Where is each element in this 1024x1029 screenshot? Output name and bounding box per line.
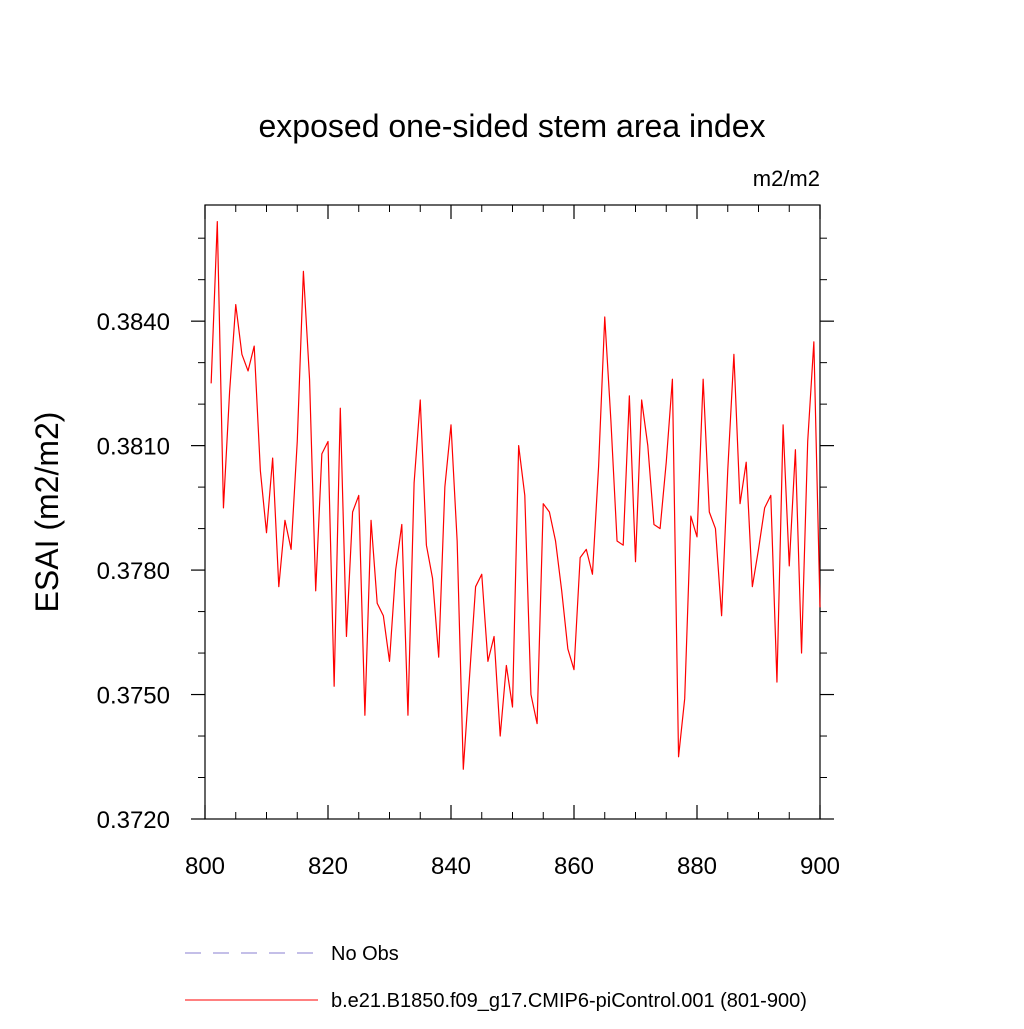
x-tick-label: 880 [677, 853, 717, 880]
x-tick-label: 900 [800, 853, 840, 880]
y-axis-label: ESAI (m2/m2) [29, 412, 65, 613]
legend-label-1: b.e21.B1850.f09_g17.CMIP6-piControl.001 … [331, 990, 807, 1012]
series-line-0 [210, 220, 821, 770]
x-tick-label: 860 [554, 853, 594, 880]
chart-title: exposed one-sided stem area index [259, 108, 766, 144]
y-tick-label: 0.3810 [97, 434, 170, 461]
y-tick-label: 0.3780 [97, 558, 170, 585]
y-tick-label: 0.3720 [97, 807, 170, 834]
y-tick-label: 0.3840 [97, 309, 170, 336]
x-tick-label: 800 [185, 853, 225, 880]
legend-label-0: No Obs [331, 943, 399, 965]
axis-tick-labels: 800 820 840 860 880 900 0.3720 0.3750 0.3780 0.38… [97, 309, 840, 880]
x-tick-label: 840 [431, 853, 471, 880]
series-layer [210, 220, 821, 770]
units-label: m2/m2 [753, 166, 820, 191]
axis-ticks [191, 205, 834, 820]
legend: No Obs b.e21.B1850.f09_g17.CMIP6-piContro… [185, 943, 807, 1012]
x-tick-label: 820 [308, 853, 348, 880]
plot-frame [204, 204, 821, 820]
y-tick-label: 0.3750 [97, 683, 170, 710]
